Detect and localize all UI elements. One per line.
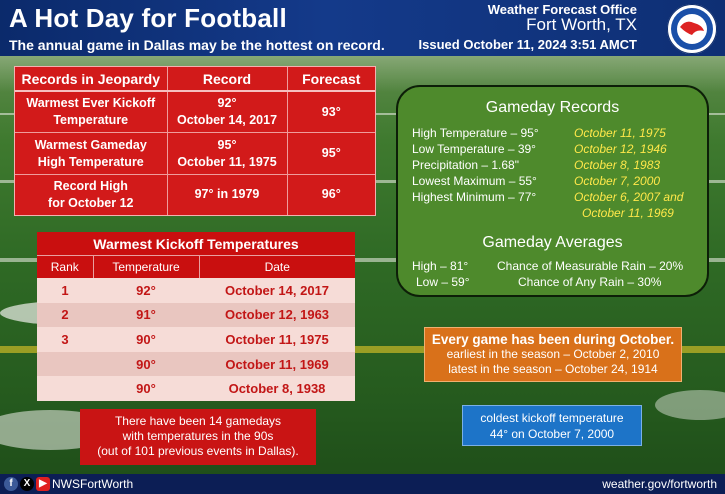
average-high: High – 81° <box>412 259 469 273</box>
table-row: Warmest Gameday High Temperature 95° Octob… <box>15 132 375 175</box>
records-header-category: Records in Jeopardy <box>15 67 167 92</box>
chance-any-rain: Chance of Any Rain – 30% <box>518 275 662 289</box>
nws-logo <box>667 4 717 54</box>
record-date: October 14, 2017 <box>176 113 278 128</box>
kickoff-rank <box>37 376 93 401</box>
facebook-icon[interactable]: f <box>4 477 18 491</box>
x-icon[interactable]: X <box>20 477 34 491</box>
table-row: 1 92° October 14, 2017 <box>37 278 355 303</box>
kickoff-temp: 90° <box>93 376 199 401</box>
website-link[interactable]: weather.gov/fortworth <box>602 477 717 491</box>
kickoff-rank: 1 <box>37 278 93 303</box>
kickoff-temp: 91° <box>93 302 199 328</box>
average-low: Low – 59° <box>416 275 470 289</box>
kickoff-rank <box>37 351 93 377</box>
gameday-record-date: October 7, 2000 <box>574 174 661 188</box>
coldest-line: coldest kickoff temperature <box>480 411 624 425</box>
social-handle[interactable]: NWSFortWorth <box>52 477 134 491</box>
chance-measurable-rain: Chance of Measurable Rain – 20% <box>497 259 684 273</box>
october-headline: Every game has been during October. <box>431 332 675 347</box>
header-banner: A Hot Day for Football The annual game i… <box>0 0 725 56</box>
record-value: 95° <box>217 137 237 152</box>
coldest-line: 44° on October 7, 2000 <box>489 427 615 441</box>
issued-timestamp: Issued October 11, 2024 3:51 AMCT <box>418 37 637 52</box>
latest-game: latest in the season – October 24, 1914 <box>448 362 658 376</box>
gameday-records-title: Gameday Records <box>485 99 620 116</box>
forecast-value: 93° <box>286 90 375 133</box>
kickoff-temp: 92° <box>93 278 199 303</box>
record-value: 92° <box>217 96 237 111</box>
office-city: Fort Worth, TX <box>526 15 637 34</box>
gameday-record-label: Highest Minimum – 77° <box>412 190 537 204</box>
gamedays-in-90s-note: There have been 14 gamedays with tempera… <box>80 409 316 465</box>
table-row: 3 90° October 11, 1975 <box>37 327 355 352</box>
gameday-averages-title: Gameday Averages <box>482 234 623 251</box>
kickoff-date: October 11, 1975 <box>199 327 355 352</box>
note-line: with temperatures in the 90s <box>122 429 274 443</box>
gameday-record-label: Low Temperature – 39° <box>412 142 536 156</box>
gameday-record-label: Precipitation – 1.68" <box>412 158 519 172</box>
page-subtitle: The annual game in Dallas may be the hot… <box>9 37 385 53</box>
kickoff-rank: 3 <box>37 327 93 352</box>
kickoff-temp: 90° <box>93 351 199 377</box>
record-label: Warmest Ever Kickoff <box>26 96 156 111</box>
kickoff-date: October 8, 1938 <box>199 376 355 401</box>
records-header-forecast: Forecast <box>286 67 375 92</box>
record-label: Record High <box>53 178 128 193</box>
warmest-kickoff-table: Warmest Kickoff Temperatures Rank Temper… <box>37 232 355 401</box>
gameday-record-date: October 12, 1946 <box>574 142 667 156</box>
record-date: October 11, 1975 <box>177 154 277 169</box>
kickoff-date: October 14, 2017 <box>199 278 355 303</box>
records-in-jeopardy-table: Records in Jeopardy Record Forecast Warm… <box>14 66 376 216</box>
kickoff-date: October 11, 1969 <box>199 351 355 377</box>
records-header-record: Record <box>166 67 287 92</box>
record-value: 97° in 1979 <box>166 173 287 215</box>
note-line: (out of 101 previous events in Dallas). <box>97 444 299 458</box>
footer-bar: f X ▶ NWSFortWorth weather.gov/fortworth <box>0 474 725 494</box>
kickoff-header-rank: Rank <box>37 256 93 278</box>
october-info-box: Every game has been during October. earl… <box>424 327 682 382</box>
gameday-record-label: High Temperature – 95° <box>412 126 539 140</box>
kickoff-date: October 12, 1963 <box>199 302 355 328</box>
gameday-record-date: October 8, 1983 <box>574 158 661 172</box>
gameday-record-label: Lowest Maximum – 55° <box>412 174 537 188</box>
page-title: A Hot Day for Football <box>9 3 287 33</box>
gameday-panel: Gameday Records High Temperature – 95° O… <box>396 85 709 297</box>
kickoff-rank: 2 <box>37 302 93 328</box>
kickoff-header-date: Date <box>198 256 355 278</box>
gameday-record-date: October 11, 1975 <box>574 126 666 140</box>
forecast-value: 95° <box>286 132 375 175</box>
record-label: High Temperature <box>37 154 144 169</box>
kickoff-temp: 90° <box>93 327 199 352</box>
office-name: Weather Forecast Office <box>487 2 637 17</box>
table-row: Record High for October 12 97° in 1979 96… <box>15 173 375 215</box>
table-row: Warmest Ever Kickoff Temperature 92° Octob… <box>15 90 375 133</box>
table-row: 2 91° October 12, 1963 <box>37 302 355 328</box>
youtube-icon[interactable]: ▶ <box>36 477 50 491</box>
record-label: for October 12 <box>48 195 134 210</box>
note-line: There have been 14 gamedays <box>114 414 282 428</box>
gameday-record-date: October 11, 1969 <box>582 206 674 220</box>
kickoff-table-title: Warmest Kickoff Temperatures <box>37 232 355 256</box>
gameday-record-date: October 6, 2007 and <box>574 190 684 204</box>
table-row: 90° October 11, 1969 <box>37 351 355 377</box>
forecast-value: 96° <box>286 173 375 215</box>
record-label: Warmest Gameday <box>34 137 147 152</box>
kickoff-header-temperature: Temperature <box>92 256 199 278</box>
coldest-kickoff-box: coldest kickoff temperature 44° on Octob… <box>462 405 642 446</box>
table-row: 90° October 8, 1938 <box>37 376 355 401</box>
earliest-game: earliest in the season – October 2, 2010 <box>446 347 660 361</box>
record-label: Temperature <box>53 113 129 128</box>
